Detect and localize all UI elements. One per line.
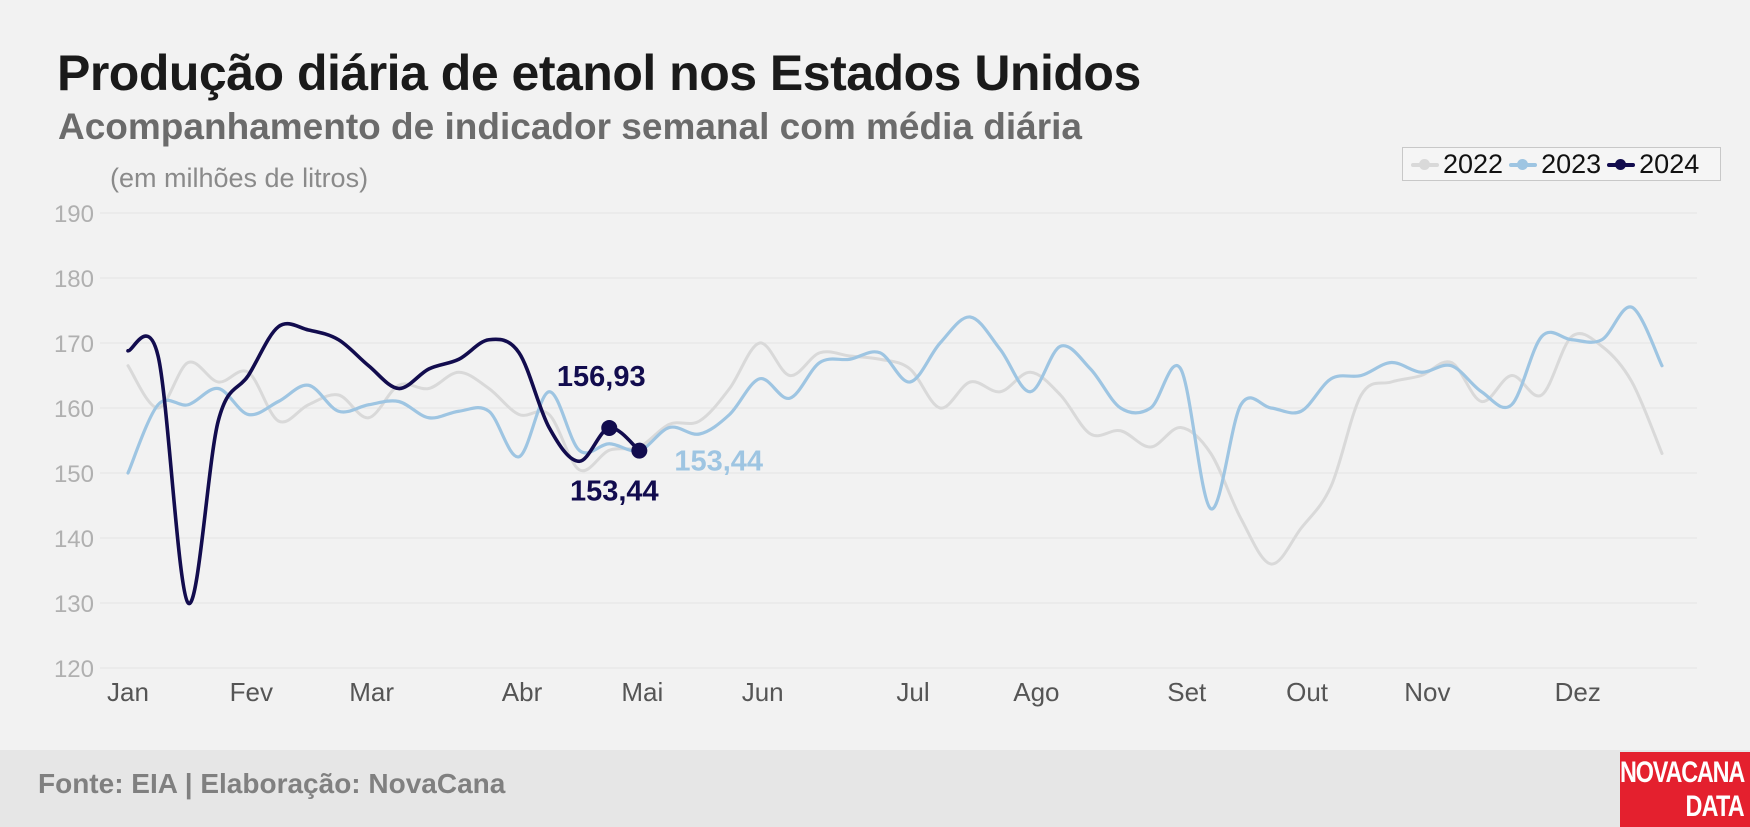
- annotation-layer: 156,93 153,44 153,44: [557, 361, 763, 508]
- chart-title: Produção diária de etanol nos Estados Un…: [57, 45, 1141, 101]
- data-point-marker-2024: [601, 419, 618, 436]
- chart-legend: 2022 2023 2024: [1402, 147, 1721, 181]
- x-tick-label: Fev: [230, 677, 273, 707]
- y-tick-label: 120: [54, 656, 94, 683]
- y-axis-unit-label: (em milhões de litros): [110, 163, 369, 193]
- legend-label-2023: 2023: [1541, 148, 1602, 179]
- y-tick-label: 180: [54, 266, 94, 293]
- legend-item-2022: 2022: [1411, 149, 1503, 180]
- series-line-2022: [126, 332, 1664, 566]
- line-chart: 120 130 140 150 160 170 180 190 Jan Fev Mar Abr Mai J…: [54, 201, 1697, 707]
- legend-item-2023: 2023: [1509, 149, 1601, 180]
- source-credit: Fonte: EIA | Elaboração: NovaCana: [38, 768, 506, 799]
- legend-item-2024: 2024: [1607, 149, 1699, 180]
- legend-swatch-2023: [1509, 158, 1538, 170]
- data-point-marker-2024: [631, 442, 648, 459]
- y-tick-label: 170: [54, 331, 94, 358]
- y-tick-label: 150: [54, 461, 94, 488]
- series-line-2023: [126, 305, 1664, 511]
- y-tick-label: 190: [54, 201, 94, 228]
- x-tick-label: Jun: [742, 677, 784, 707]
- x-tick-label: Jul: [896, 677, 929, 707]
- x-tick-label: Dez: [1555, 677, 1601, 707]
- data-label-2024: 153,44: [570, 476, 659, 508]
- legend-swatch-2022: [1411, 158, 1439, 170]
- x-tick-label: Set: [1167, 677, 1207, 707]
- chart-subtitle: Acompanhamento de indicador semanal com …: [58, 106, 1082, 147]
- x-tick-label: Nov: [1404, 677, 1450, 707]
- y-tick-label: 130: [54, 591, 94, 618]
- legend-label-2024: 2024: [1639, 148, 1700, 179]
- novacana-data-logo: NOVACANA DATA: [1620, 752, 1750, 827]
- x-tick-label: Mar: [349, 677, 394, 707]
- data-label-2024: 156,93: [557, 361, 646, 393]
- x-tick-label: Mai: [621, 677, 663, 707]
- series-layer: [126, 305, 1664, 605]
- y-tick-label: 140: [54, 526, 94, 553]
- legend-label-2022: 2022: [1443, 148, 1504, 179]
- x-tick-label: Abr: [502, 677, 543, 707]
- legend-swatch-2024: [1607, 158, 1636, 170]
- grid-layer: 120 130 140 150 160 170 180 190 Jan Fev Mar Abr Mai J…: [54, 201, 1697, 707]
- x-tick-label: Ago: [1013, 677, 1059, 707]
- data-label-2023: 153,44: [674, 446, 763, 478]
- logo-line-2: DATA: [1685, 790, 1745, 823]
- x-tick-label: Jan: [107, 677, 149, 707]
- y-tick-label: 160: [54, 396, 94, 423]
- logo-line-1: NOVACANA: [1619, 756, 1745, 789]
- x-tick-label: Out: [1286, 677, 1329, 707]
- footer: Fonte: EIA | Elaboração: NovaCana NOVACA…: [0, 750, 1750, 827]
- series-line-2024: [126, 321, 642, 605]
